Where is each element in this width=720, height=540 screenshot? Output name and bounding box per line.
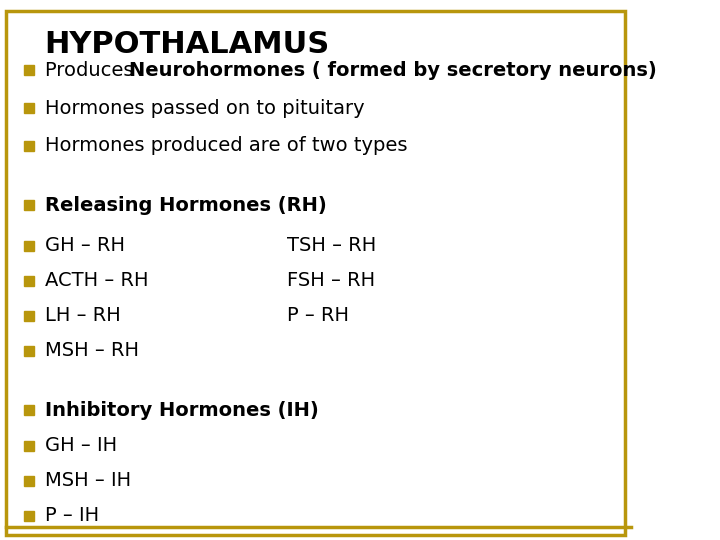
FancyBboxPatch shape	[6, 11, 625, 535]
Text: TSH – RH: TSH – RH	[287, 236, 377, 255]
Text: Releasing Hormones (RH): Releasing Hormones (RH)	[45, 195, 326, 215]
Text: Produces: Produces	[45, 60, 140, 80]
Text: GH – IH: GH – IH	[45, 436, 117, 455]
Text: P – IH: P – IH	[45, 506, 99, 525]
Text: MSH – IH: MSH – IH	[45, 471, 131, 490]
Text: GH – RH: GH – RH	[45, 236, 125, 255]
Text: Hormones passed on to pituitary: Hormones passed on to pituitary	[45, 98, 364, 118]
Text: HYPOTHALAMUS: HYPOTHALAMUS	[45, 30, 330, 59]
Text: FSH – RH: FSH – RH	[287, 271, 375, 291]
Text: Inhibitory Hormones (IH): Inhibitory Hormones (IH)	[45, 401, 318, 420]
Text: Neurohormones ( formed by secretory neurons): Neurohormones ( formed by secretory neur…	[129, 60, 657, 80]
Text: P – RH: P – RH	[287, 306, 349, 326]
Text: Hormones produced are of two types: Hormones produced are of two types	[45, 136, 407, 156]
Text: ACTH – RH: ACTH – RH	[45, 271, 148, 291]
Text: MSH – RH: MSH – RH	[45, 341, 139, 361]
Text: LH – RH: LH – RH	[45, 306, 120, 326]
